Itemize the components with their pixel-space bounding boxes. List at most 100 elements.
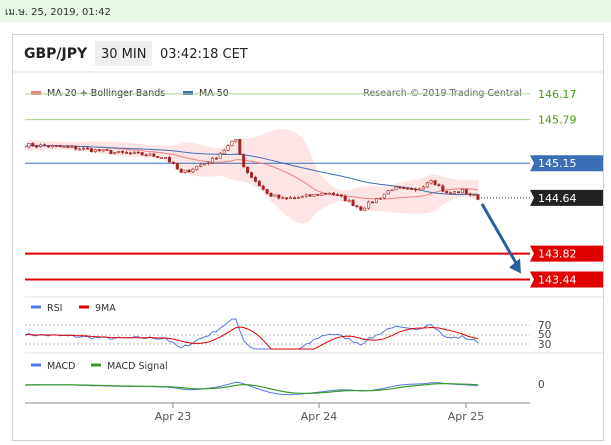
candle-body (417, 188, 421, 191)
timeframe-label[interactable]: 30 MIN (101, 47, 146, 62)
candle-body (257, 181, 261, 187)
clock-time: 03:42:18 CET (160, 47, 248, 62)
candle-body (374, 198, 378, 204)
level-label: 145.79 (538, 114, 577, 127)
candle-body (339, 194, 343, 197)
date-text: เม.ษ. 25, 2019, 01:42 (5, 7, 111, 18)
candle-body (402, 187, 406, 189)
candle-body (285, 197, 289, 200)
candle-body (265, 189, 269, 194)
candle-body (238, 139, 242, 155)
chart-svg: GBP/JPY 30 MIN 03:42:18 CET MA 20 + Boll… (13, 41, 603, 423)
rsi-tick-70: 70 (538, 320, 551, 332)
candle-body (144, 154, 148, 157)
candle-body (449, 192, 453, 195)
level-label: 144.64 (538, 192, 577, 205)
candle-body (156, 156, 160, 158)
chart-panel: GBP/JPY 30 MIN 03:42:18 CET MA 20 + Boll… (12, 34, 604, 441)
candle-body (425, 182, 429, 188)
candle-body (89, 148, 93, 152)
candle-body (128, 152, 132, 155)
candle-body (66, 146, 70, 148)
candle-body (437, 184, 441, 187)
candle-body (464, 189, 468, 195)
price-levels (25, 93, 530, 281)
candle-body (179, 168, 183, 173)
candle-body (328, 192, 332, 195)
candle-body (164, 157, 168, 159)
candle-body (97, 149, 101, 152)
candle-body (410, 188, 414, 190)
candle-body (117, 150, 121, 153)
ma50-line (24, 144, 478, 196)
level-badge (530, 245, 603, 262)
level-badge (530, 271, 603, 288)
candle-body (35, 145, 39, 148)
candle-body (58, 145, 62, 148)
candle-body (335, 194, 339, 196)
candle-body (292, 197, 296, 200)
candle-body (476, 194, 480, 200)
forecast-arrow-shaft (480, 203, 520, 268)
candle-body (277, 194, 281, 199)
candle-body (132, 151, 136, 154)
candle-body (367, 201, 371, 209)
candle-body (460, 189, 464, 194)
candle-body (50, 145, 54, 148)
pair-title: GBP/JPY (24, 46, 88, 62)
candle-body (320, 193, 324, 196)
macd-signal-legend-label: MACD Signal (107, 361, 168, 372)
candle-body (382, 193, 386, 199)
candle-body (234, 139, 238, 142)
timeframe-box[interactable] (95, 41, 152, 66)
date-bar: เม.ษ. 25, 2019, 01:42 (0, 0, 611, 22)
moving-averages (24, 144, 479, 200)
candle-body (378, 197, 382, 200)
candle-body (273, 194, 277, 197)
rsi-line (24, 318, 479, 350)
candle-body (371, 201, 375, 204)
level-badge (530, 155, 603, 172)
candle-body (316, 194, 320, 196)
candle-body (308, 194, 312, 197)
candle-body (171, 161, 175, 164)
level-label: 143.44 (538, 273, 577, 286)
candle-body (445, 190, 449, 194)
candle-body (246, 166, 250, 173)
rsi-tick-30: 30 (538, 339, 551, 351)
candle-body (433, 180, 437, 185)
candle-body (210, 157, 214, 164)
candle-body (222, 149, 226, 154)
candle-body (175, 163, 179, 170)
candle-body (62, 146, 66, 148)
candle-body (93, 149, 97, 152)
candle-body (46, 145, 50, 148)
level-label: 146.17 (538, 88, 577, 101)
candle-body (468, 193, 472, 196)
candle-body (347, 200, 351, 202)
x-tick-label: Apr 24 (301, 410, 338, 423)
candle-body (31, 143, 35, 147)
candle-body (101, 149, 105, 152)
candle-body (113, 152, 117, 154)
candle-body (351, 200, 355, 207)
candle-body (85, 147, 89, 150)
candle-body (289, 197, 293, 200)
candle-body (70, 145, 74, 148)
candle-body (281, 197, 285, 200)
candle-body (304, 194, 308, 197)
candle-body (421, 186, 425, 190)
candle-body (453, 191, 457, 194)
candle-body (300, 195, 304, 198)
candle-body (414, 188, 418, 191)
candle-body (109, 150, 113, 154)
rsi-legend-label: RSI (47, 303, 62, 314)
candle-body (261, 185, 265, 190)
candle-body (429, 180, 433, 184)
candle-body (386, 190, 390, 195)
candle-body (152, 153, 156, 157)
candle-body (191, 168, 195, 173)
candle-body (187, 169, 191, 173)
candle-body (54, 145, 58, 147)
candle-body (207, 162, 211, 165)
